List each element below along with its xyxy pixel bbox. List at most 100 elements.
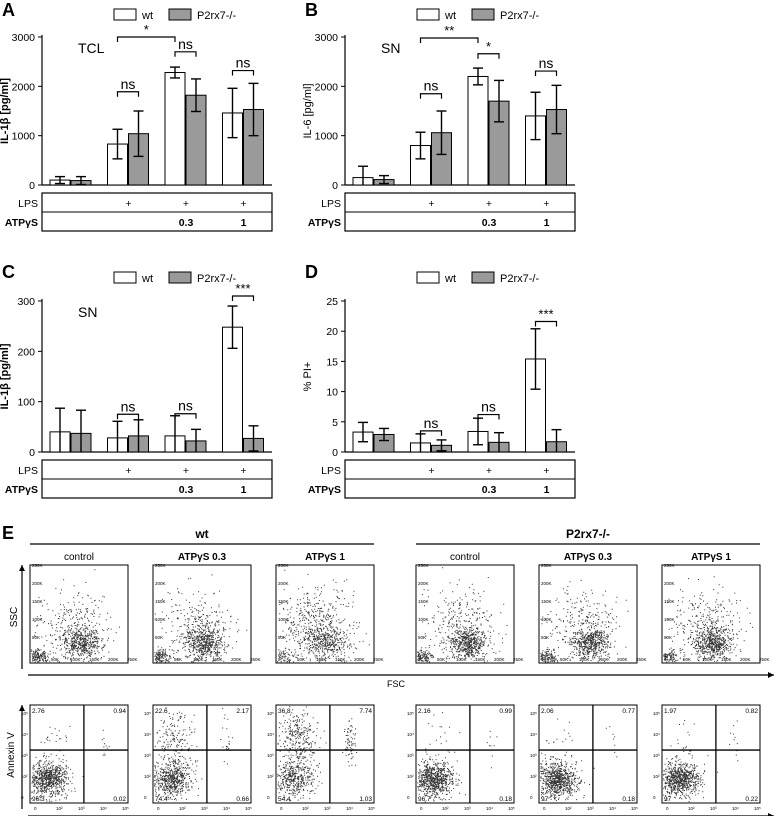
annexin-x-tick: 10⁴ [732,806,739,811]
scatter-x-tick: 0 [664,657,667,662]
panel-label-e: E [2,523,15,543]
scatter-events [277,569,370,663]
atp-row-label: ATPγS [5,484,38,496]
annexin-x-tick: 10² [56,806,63,811]
significance-bracket [419,37,479,43]
annexin-x-tick: 10² [442,806,449,811]
scatter-x-tick: 0 [32,657,35,662]
annexin-pi-plot: 2.16 0.99 96.7 0.18 0 10² 10³ 10⁴ 10⁵ 0 10² 10³ 10⁴ 1… [407,704,515,811]
quadrant-value-lr: 0.02 [113,796,126,803]
annexin-events [540,718,618,801]
annexin-y-tick: 10² [407,774,414,779]
annexin-y-tick: 10² [530,774,537,779]
y-tick-label: 100 [17,397,35,409]
chart-panel-a: wt P2rx7-/- 0 1000 2000 3000 IL-1β [pg/ml] TCL *… [0,8,273,232]
y-tick-label: 3000 [12,32,36,44]
lps-cell: + [183,198,189,210]
flow-group-title: wt [194,527,208,541]
annexin-axis-arrow-head [19,705,25,711]
flow-group-title: P2rx7-/- [566,527,610,541]
scatter-y-tick: 200K [278,581,289,586]
lps-cell: + [428,465,434,477]
quadrant-value-ul: 2.76 [32,708,45,715]
plot-frame [415,564,515,664]
annexin-events [663,720,739,802]
atp-row-label: ATPγS [5,217,38,229]
significance-bracket [174,413,197,419]
y-tick-label: 0 [29,447,35,459]
fsc-axis-label: FSC [387,679,406,689]
annexin-x-tick: 10⁴ [486,806,493,811]
legend-label-ko: P2rx7-/- [500,10,539,22]
annexin-y-tick: 10⁴ [530,732,537,737]
significance-bracket [534,70,558,77]
quadrant-value-ll: 96.7 [418,796,431,803]
lps-cell: + [125,465,131,477]
significance-label: ns [539,55,554,71]
quadrant-value-ul: 22.6 [155,708,168,715]
scatter-y-tick: 100K [32,617,43,622]
legend-swatch-wt [416,8,440,21]
atp-cell: 0.3 [482,217,497,229]
quadrant-value-ul: 2.16 [418,708,431,715]
annexin-x-tick: 10⁵ [368,806,375,811]
annexin-x-tick: 10³ [201,806,208,811]
annexin-pi-plot: 22.6 2.17 74.4 0.66 0 10² 10³ 10⁴ 10⁵ 0 10² 10³ 10⁴ 1… [144,704,252,811]
scatter-y-tick: 50K [155,635,163,640]
scatter-y-tick: 50K [418,635,426,640]
quadrant-value-lr: 0.66 [236,796,249,803]
y-axis-label: IL-1β [pg/ml] [0,343,11,409]
quadrant-value-ur: 0.99 [499,708,512,715]
annexin-y-tick: 10⁵ [653,711,660,716]
annexin-x-tick: 0 [157,806,160,811]
annexin-y-tick: 10³ [267,753,274,758]
scatter-y-tick: 50K [278,635,286,640]
annexin-x-tick: 0 [280,806,283,811]
atp-cell: 1 [241,217,247,229]
y-tick-label: 0 [29,180,35,192]
annexin-events [417,712,498,803]
scatter-y-tick: 0 [418,653,421,658]
atp-cell: 1 [544,217,550,229]
quadrant-value-lr: 0.18 [499,796,512,803]
scatter-x-tick: 100K [702,657,713,662]
scatter-y-tick: 200K [541,581,552,586]
significance-label: ns [121,76,136,92]
scatter-y-tick: 50K [541,635,549,640]
significance-label: ns [121,398,136,414]
annexin-y-tick: 10⁵ [144,711,151,716]
scatter-x-tick: 0 [278,657,281,662]
scatter-x-tick: 150K [335,657,346,662]
legend-label-ko: P2rx7-/- [197,273,236,285]
scatter-x-tick: 250K [513,657,524,662]
panel-label-d: D [305,262,318,282]
significance-label: ns [424,78,439,94]
chart-panel-d: wt P2rx7-/- 0 5 10 15 20 25 % PI+ ns ns *** LPS ATPγS… [302,271,576,499]
scatter-y-tick: 150K [278,599,289,604]
significance-label: *** [538,307,553,322]
scatter-x-tick: 0 [155,657,158,662]
scatter-y-tick: 200K [418,581,429,586]
legend-swatch-wt [113,8,137,21]
significance-bracket [477,53,500,59]
scatter-y-tick: 200K [155,581,166,586]
atp-cell: 0.3 [482,484,497,496]
scatter-y-tick: 0 [155,653,158,658]
annexin-x-tick: 10³ [587,806,594,811]
annexin-y-tick: 10² [653,774,660,779]
scatter-y-tick: 100K [664,617,675,622]
chart-panel-b: wt P2rx7-/- 0 1000 2000 3000 IL-6 [pg/ml] SN ** n… [302,8,576,232]
fsc-ssc-plot: 0 50K 100K 150K 200K 250K 0 50K 100K 150K 200K 250K [661,563,770,664]
lps-cell: + [543,465,549,477]
lps-cell: + [240,198,246,210]
annexin-x-tick: 0 [666,806,669,811]
quadrant-value-ur: 2.17 [236,708,249,715]
y-tick-label: 20 [326,326,338,338]
y-axis-label: IL-6 [pg/ml] [302,83,314,138]
scatter-y-tick: 0 [278,653,281,658]
scatter-x-tick: 50K [297,657,305,662]
annexin-y-tick: 10⁴ [407,732,414,737]
fsc-ssc-plot: 0 50K 100K 150K 200K 250K 0 50K 100K 150K 200K 250K [152,563,261,664]
significance-bracket [231,295,255,301]
annexin-axis-label: Annexin V [6,732,17,778]
